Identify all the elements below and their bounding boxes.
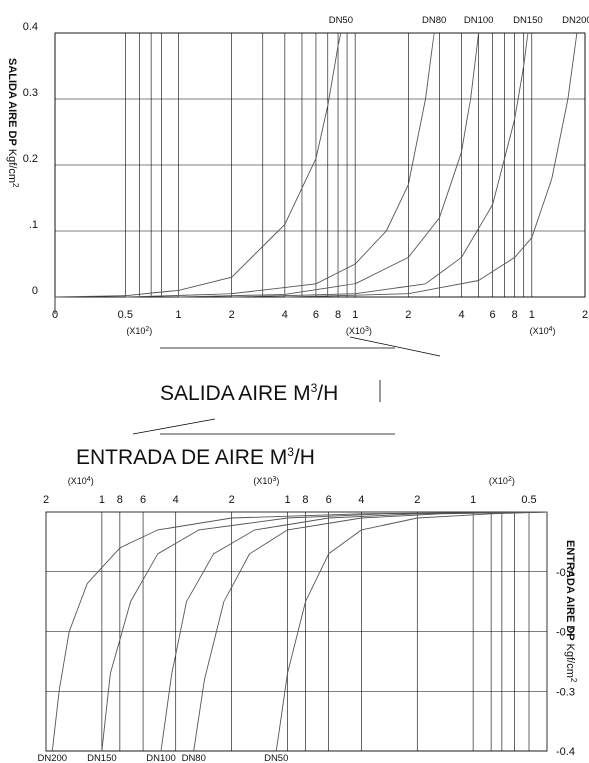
outlet-curves [54, 32, 578, 298]
x-tick-label: 4 [173, 494, 179, 506]
curve-dn200 [51, 511, 548, 752]
curve-dn100 [178, 32, 480, 298]
inlet-y-ticks: -0.1 -0.2 -0.3 -0.4 [556, 567, 575, 758]
x-tick-label: 8 [302, 494, 308, 506]
x-multiplier-label: (X104) [530, 326, 556, 336]
outlet-title-slant [349, 336, 441, 357]
curve-dn80 [193, 511, 548, 752]
series-label-dn50: DN50 [264, 753, 288, 763]
curve-dn200 [284, 32, 578, 298]
x-tick-label: 6 [140, 494, 146, 506]
inlet-multipliers: (X104) (X103) (X102) [68, 476, 515, 486]
inlet-chart: -0.1-0.2-0.3-0.4 2 1 8 6 4 2 1 8 6 4 2 1 0.5 (X104)(… [37, 476, 578, 763]
x-tick-label: 2 [414, 494, 420, 506]
inlet-title-slant [132, 418, 216, 435]
x-tick-label: 1 [529, 309, 535, 321]
x-tick-label: 1 [175, 309, 181, 321]
x-multiplier-label: (X104) [68, 476, 94, 486]
y-tick-label: 0.4 [23, 21, 38, 33]
curve-dn100 [160, 511, 548, 752]
x-multiplier-label: (X102) [489, 476, 515, 486]
x-tick-label: 1 [352, 309, 358, 321]
curve-dn150 [101, 511, 548, 752]
series-label-dn150: DN150 [87, 753, 117, 763]
outlet-x-ticks: 0 0.5 1 2 4 6 8 1 2 4 6 8 1 2 [52, 309, 588, 321]
series-label-dn80: DN80 [182, 753, 206, 763]
x-tick-label: 1 [284, 494, 290, 506]
curve-dn50 [275, 511, 548, 752]
series-label-dn150: DN150 [513, 15, 543, 26]
x-tick-label: 4 [358, 494, 364, 506]
series-label-dn80: DN80 [422, 15, 446, 26]
outlet-chart-title: SALIDA AIRE M3/H [160, 381, 338, 405]
y-tick-label: -0.4 [556, 746, 575, 758]
series-label-dn100: DN100 [146, 753, 176, 763]
x-tick-label: 0.5 [118, 309, 133, 321]
y-tick-label: -0.1 [556, 567, 575, 579]
x-tick-label: 1 [99, 494, 105, 506]
x-multiplier-label: (X102) [126, 326, 152, 336]
y-tick-label: 0.3 [23, 87, 38, 99]
inlet-x-ticks: 2 1 8 6 4 2 1 8 6 4 2 1 0.5 [43, 494, 537, 506]
x-tick-label: 6 [326, 494, 332, 506]
inlet-y-axis-title: ENTRADA AIRE DPKgf/cm2 [564, 540, 578, 683]
outlet-grid [54, 32, 586, 298]
x-multiplier-label: (X103) [253, 476, 279, 486]
series-label-dn200: DN200 [37, 753, 67, 763]
series-label-dn50: DN50 [329, 15, 353, 26]
x-tick-label: 4 [282, 309, 288, 321]
x-tick-label: 0.5 [521, 494, 536, 506]
outlet-chart: 0.10.20.30.4 0 0.5 1 2 4 6 8 1 2 4 6 8 1 2 (X102) (X10… [6, 15, 589, 336]
series-label-dn100: DN100 [464, 15, 494, 26]
x-tick-label: 4 [458, 309, 464, 321]
x-multiplier-label: (X103) [346, 326, 372, 336]
y-tick-label: 0.2 [23, 153, 38, 165]
inlet-grid [46, 512, 547, 752]
y-tick-label: -0.3 [556, 686, 575, 698]
curve-dn80 [125, 32, 435, 298]
x-tick-label: 8 [335, 309, 341, 321]
x-tick-label: 0 [52, 309, 58, 321]
x-tick-label: 6 [313, 309, 319, 321]
inlet-chart-title: ENTRADA DE AIRE M3/H [76, 445, 315, 469]
outlet-y-axis-title: SALIDA AIRE DPKgf/cm2 [6, 58, 20, 188]
x-tick-label: 6 [490, 309, 496, 321]
y-tick-label: -0.2 [556, 627, 575, 639]
y-tick-label: 0 [32, 285, 38, 297]
outlet-multipliers: (X102) (X103) (X104) [126, 326, 555, 336]
inlet-curves [51, 511, 548, 752]
outlet-series-labels: DN50 DN80 DN100 DN150 DN200 [329, 15, 589, 26]
x-tick-label: 8 [117, 494, 123, 506]
x-tick-label: 2 [229, 309, 235, 321]
series-label-dn200: DN200 [562, 15, 589, 26]
x-tick-label: 2 [229, 494, 235, 506]
x-tick-label: 2 [582, 309, 588, 321]
x-tick-label: 2 [43, 494, 49, 506]
inlet-series-labels: DN200 DN150 DN100 DN80 DN50 [37, 753, 288, 763]
curve-dn50 [54, 32, 342, 298]
y-tick-label: .1 [29, 219, 38, 231]
x-tick-label: 2 [405, 309, 411, 321]
x-tick-label: 1 [470, 494, 476, 506]
outlet-y-ticks: 0 .1 0.2 0.3 0.4 [23, 21, 38, 297]
curve-dn150 [231, 32, 529, 298]
x-tick-label: 8 [512, 309, 518, 321]
